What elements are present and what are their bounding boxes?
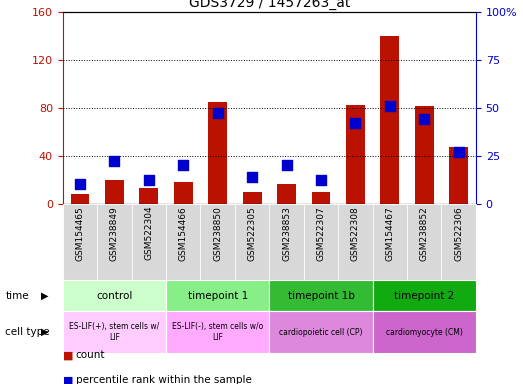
Text: timepoint 1: timepoint 1 [188,291,248,301]
Point [213,110,222,116]
Text: ▶: ▶ [41,291,48,301]
Text: cardiopoietic cell (CP): cardiopoietic cell (CP) [279,328,363,337]
Text: cell type: cell type [5,327,50,337]
Bar [372,204,407,280]
Text: GSM522304: GSM522304 [144,206,153,260]
Point [145,177,153,184]
Title: GDS3729 / 1457263_at: GDS3729 / 1457263_at [189,0,350,10]
Text: ▶: ▶ [41,327,48,337]
Text: ES-LIF(+), stem cells w/
LIF: ES-LIF(+), stem cells w/ LIF [69,323,160,342]
Bar [407,204,441,280]
Text: time: time [5,291,29,301]
Point [317,177,325,184]
Text: GSM238852: GSM238852 [420,206,429,261]
Text: timepoint 1b: timepoint 1b [288,291,355,301]
Point [282,162,291,168]
Text: percentile rank within the sample: percentile rank within the sample [76,375,252,384]
Bar [71,194,89,204]
Point [385,103,394,109]
Text: GSM154465: GSM154465 [75,206,85,261]
Text: cardiomyocyte (CM): cardiomyocyte (CM) [386,328,463,337]
Bar [277,184,296,204]
Bar [63,204,97,280]
Point [179,162,187,168]
Bar [174,182,193,204]
Bar [200,204,235,280]
Point [351,120,360,126]
Text: GSM238849: GSM238849 [110,206,119,261]
Bar [243,192,262,204]
Bar [338,204,372,280]
Text: timepoint 2: timepoint 2 [394,291,454,301]
Point [420,116,428,122]
Text: GSM154467: GSM154467 [385,206,394,261]
Bar [97,204,132,280]
Bar [166,204,200,280]
Bar [312,192,331,204]
Text: control: control [96,291,133,301]
Text: GSM522306: GSM522306 [454,206,463,261]
Bar [132,204,166,280]
Bar [269,204,304,280]
Text: ES-LIF(-), stem cells w/o
LIF: ES-LIF(-), stem cells w/o LIF [172,323,263,342]
Point [454,149,463,155]
Bar [208,101,227,204]
Text: GSM238853: GSM238853 [282,206,291,261]
Text: ■: ■ [63,350,73,360]
Bar [105,180,124,204]
Bar [304,204,338,280]
Text: GSM522308: GSM522308 [351,206,360,261]
Point [110,158,119,164]
Bar [346,105,365,204]
Text: ■: ■ [63,375,73,384]
Bar [441,204,476,280]
Text: GSM154466: GSM154466 [179,206,188,261]
Text: count: count [76,350,105,360]
Bar [415,106,434,204]
Bar [449,147,468,204]
Text: GSM238850: GSM238850 [213,206,222,261]
Bar [139,188,158,204]
Text: GSM522307: GSM522307 [316,206,325,261]
Bar [235,204,269,280]
Point [248,174,256,180]
Bar [380,36,400,204]
Point [76,181,84,187]
Text: GSM522305: GSM522305 [247,206,257,261]
